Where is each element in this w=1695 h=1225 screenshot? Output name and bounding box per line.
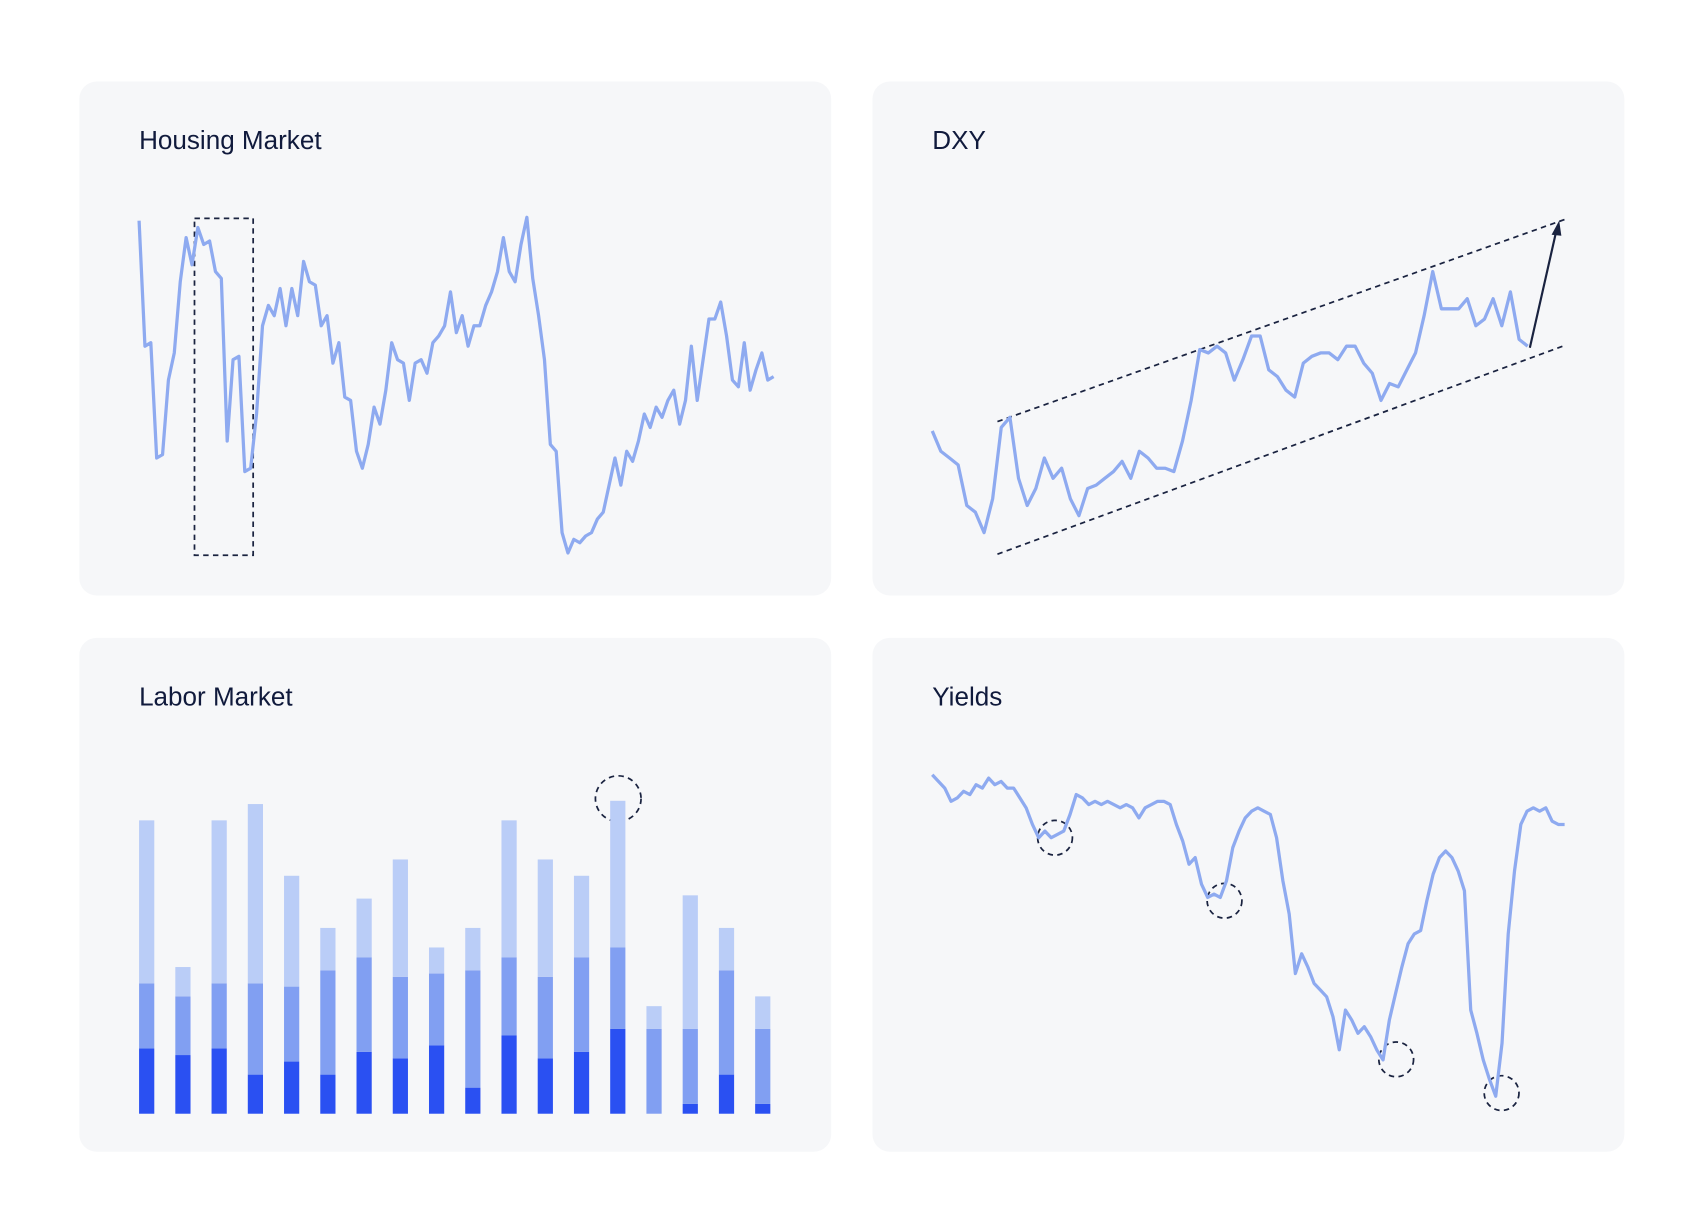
highlight-circle (1483, 1074, 1520, 1112)
bar-segment (537, 1058, 553, 1114)
bar-segment (139, 983, 155, 1049)
line (931, 773, 1565, 1098)
bar-segment (392, 1058, 408, 1114)
bar-segment (465, 970, 481, 1088)
bar-segment (755, 1028, 771, 1104)
bar-segment (428, 947, 445, 974)
bar-segment (211, 983, 227, 1049)
highlight-box (193, 217, 255, 557)
bar-segment (465, 927, 481, 971)
bar-segment (247, 804, 264, 984)
bar-segment (356, 898, 372, 958)
bar-segment (646, 1028, 662, 1114)
bar-segment (682, 1103, 698, 1114)
chart-title: DXY (932, 125, 986, 155)
card (79, 81, 832, 596)
channel-line (997, 344, 1565, 555)
bar-segment (175, 1055, 191, 1114)
bar-segment (247, 983, 264, 1075)
bar-segment (428, 973, 445, 1046)
bar-segment (465, 1087, 481, 1114)
line (930, 269, 1529, 535)
card (872, 81, 1625, 596)
bar-segment (610, 1028, 626, 1114)
chart-title: Yields (932, 682, 1002, 712)
bar-segment (392, 859, 408, 977)
bar-segment (284, 1061, 300, 1114)
trend-arrow (1528, 220, 1562, 348)
bar-segment (501, 820, 517, 958)
bar-segment (682, 895, 698, 1029)
arrow-head (1551, 220, 1562, 236)
bar-segment (718, 970, 735, 1075)
highlight-circle (1377, 1041, 1415, 1078)
arrow-shaft (1528, 232, 1557, 348)
channel-line (997, 218, 1565, 423)
bar-segment (139, 1048, 155, 1114)
bar-segment (356, 1051, 372, 1114)
bar-segment (537, 976, 553, 1059)
bar-segment (284, 875, 300, 987)
bar-segment (718, 927, 735, 971)
bar-segment (718, 1074, 735, 1114)
card (872, 637, 1625, 1152)
bar-segment (320, 970, 336, 1075)
bar-segment (501, 957, 517, 1036)
bar-segment (284, 986, 300, 1062)
chart-title: Labor Market (139, 682, 293, 712)
bar-segment (537, 859, 553, 977)
bar-segment (320, 927, 336, 971)
bar-segment (646, 1006, 662, 1029)
bar-segment (320, 1074, 336, 1114)
bar-segment (211, 1048, 227, 1114)
bar-segment (501, 1035, 517, 1114)
bar-segment (175, 996, 191, 1056)
bar-segment (573, 957, 590, 1052)
bar-segment (139, 820, 155, 984)
bar-segment (356, 957, 372, 1052)
bar-segment (610, 947, 626, 1029)
annotations (193, 217, 1565, 1112)
chart-title: Housing Market (139, 125, 322, 155)
bar-segment (755, 996, 771, 1029)
bar-segment (573, 1051, 590, 1114)
bar-segment (755, 1103, 771, 1114)
bar-segment (682, 1028, 698, 1104)
card (79, 637, 832, 1152)
bar-segment (211, 820, 227, 984)
bar-segment (428, 1045, 445, 1114)
bar-segment (610, 800, 626, 948)
bar-segment (247, 1074, 264, 1114)
highlight-circle (594, 774, 642, 823)
bar-segment (573, 875, 590, 958)
bar-segment (175, 967, 191, 997)
line (137, 215, 775, 555)
bar-segment (392, 976, 408, 1059)
